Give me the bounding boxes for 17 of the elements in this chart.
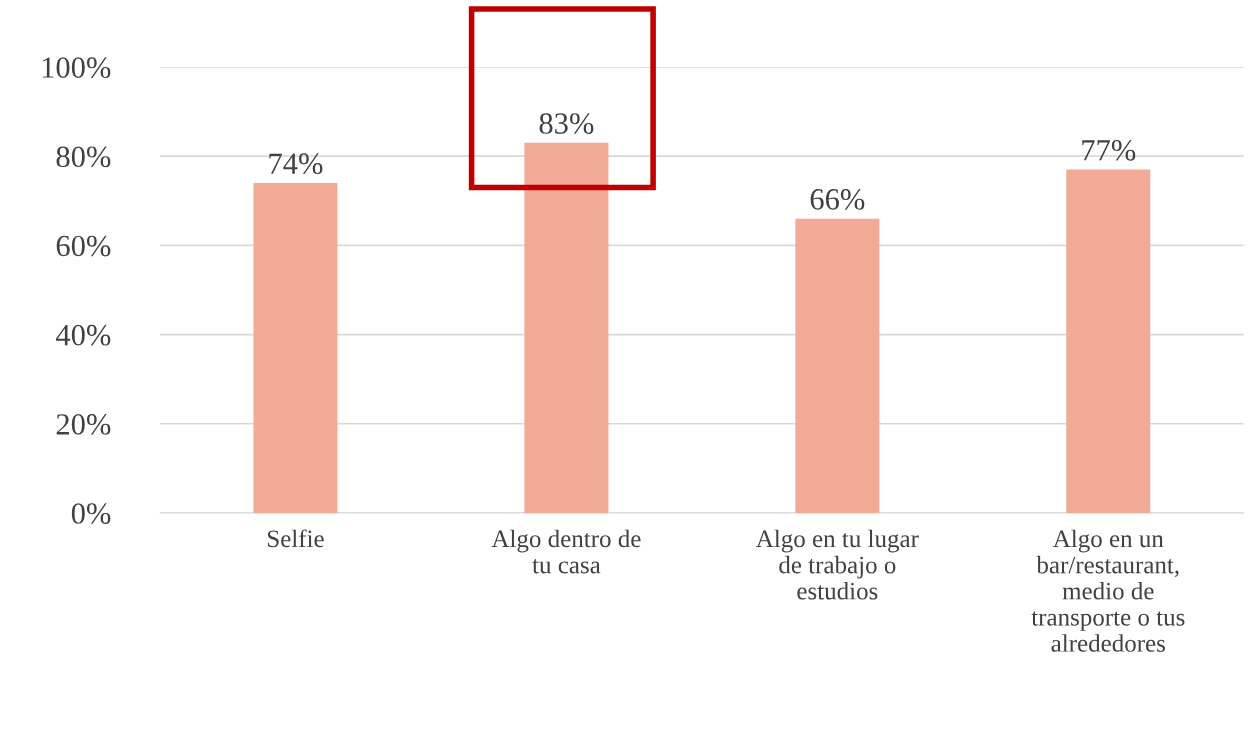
x-tick-label: Algo dentro de tu casa: [491, 529, 641, 574]
bar: [1066, 169, 1151, 513]
y-tick-label: 80%: [56, 146, 111, 168]
bar: [795, 218, 880, 513]
bar: [253, 182, 338, 513]
y-tick-label: 60%: [56, 235, 111, 257]
y-tick-label: 40%: [55, 324, 111, 346]
data-label: 74%: [269, 153, 323, 175]
y-tick-label: 100%: [42, 57, 111, 79]
x-tick-label: Selfie: [267, 529, 324, 548]
data-label: 66%: [810, 189, 865, 210]
data-label: 83%: [539, 113, 594, 134]
x-tick-label: Algo en tu lugar de trabajo o estudios: [756, 529, 919, 600]
x-tick-label: Algo en un bar/restaurant, medio de transporte o tus alrededores: [1031, 529, 1185, 652]
data-label: 77%: [1082, 139, 1136, 161]
y-tick-label: 20%: [56, 414, 111, 435]
y-tick-label: 0%: [71, 503, 111, 524]
